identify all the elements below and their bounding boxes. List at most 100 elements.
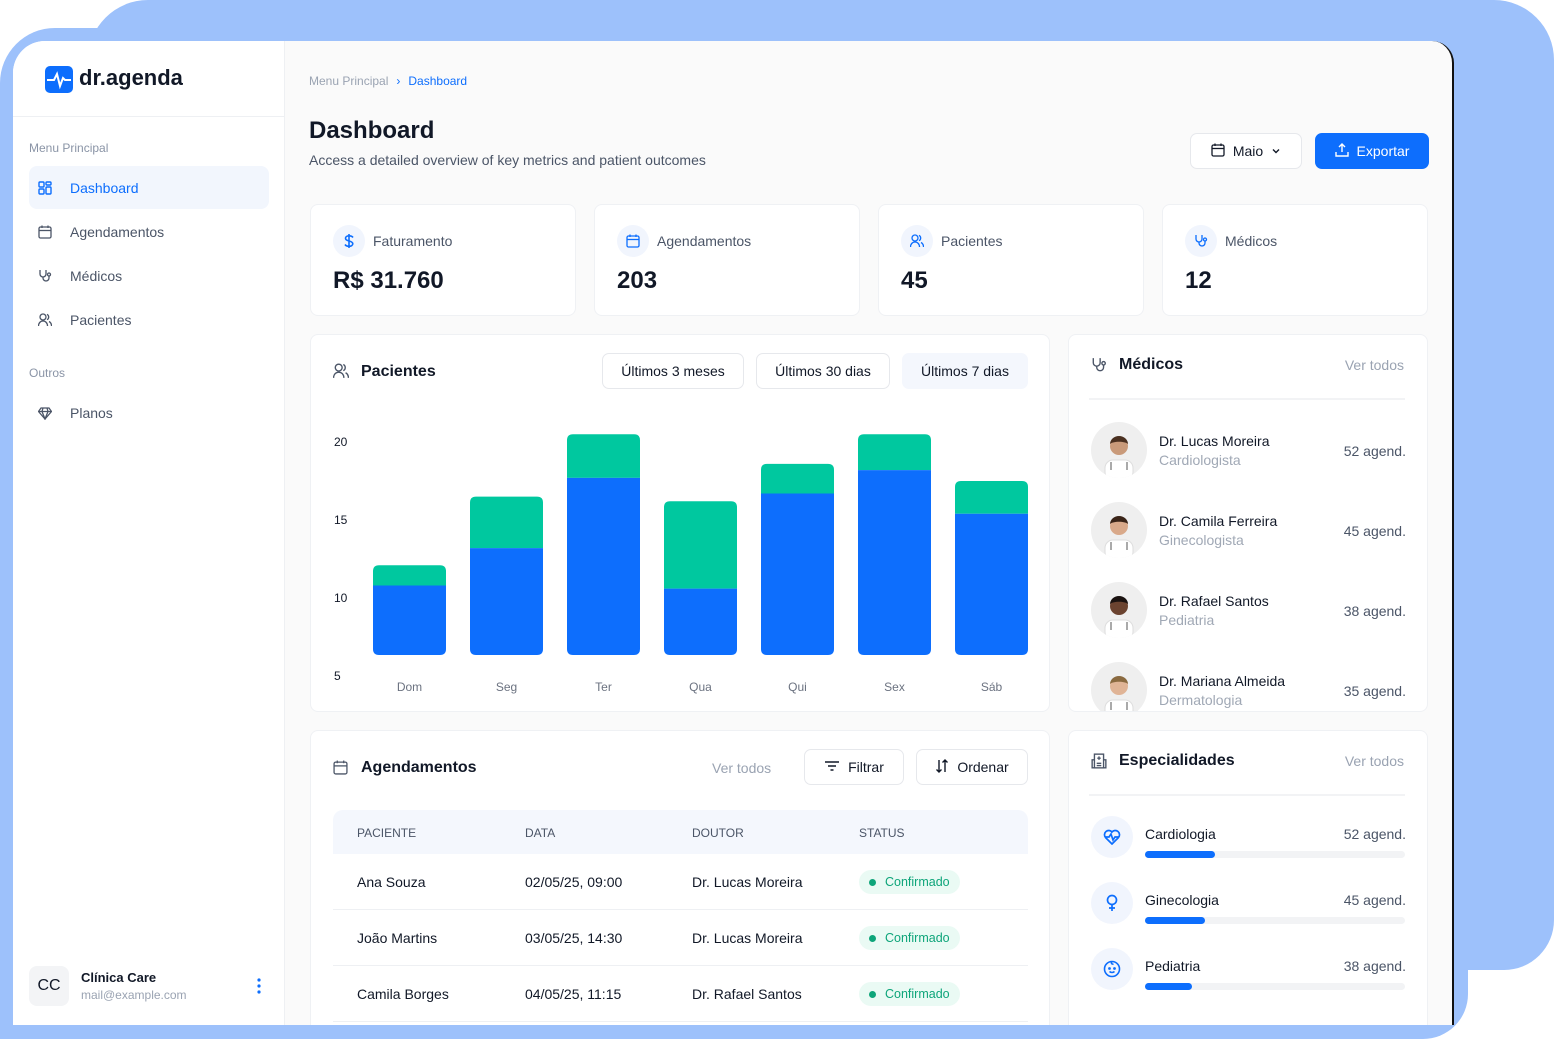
sidebar-item-planos[interactable]: Planos (29, 391, 269, 434)
doctor-name: Dr. Camila Ferreira (1159, 513, 1278, 529)
specialty-name: Cardiologia (1145, 826, 1216, 842)
doctor-list-item[interactable]: Dr. Mariana Almeida Dermatologia 35 agen… (1069, 656, 1427, 711)
bar-segment-primary[interactable] (470, 548, 543, 655)
doctor-list-item[interactable]: Dr. Camila Ferreira Ginecologista 45 age… (1069, 496, 1427, 576)
dollar-icon (333, 225, 365, 257)
divider (1089, 794, 1405, 796)
bar-segment-primary[interactable] (955, 513, 1028, 655)
specialty-progress-bar (1145, 917, 1405, 924)
month-select[interactable]: Maio (1190, 133, 1302, 169)
bar-segment-secondary[interactable] (373, 565, 446, 586)
range-30-days-button[interactable]: Últimos 30 dias (756, 353, 890, 389)
more-menu-icon[interactable] (255, 977, 263, 1000)
table-cell: 03/05/25, 14:30 (525, 930, 623, 946)
table-row[interactable] (333, 966, 1028, 1022)
sidebar-item-agendamentos[interactable]: Agendamentos (29, 210, 269, 253)
specialty-item[interactable]: Pediatria 38 agend. (1069, 948, 1429, 1008)
stat-value: 203 (617, 267, 658, 294)
bar-segment-primary[interactable] (858, 470, 931, 655)
baby-icon (1091, 948, 1133, 990)
x-tick-label: Seg (496, 680, 517, 694)
section-label-other: Outros (29, 366, 66, 380)
stat-card-agendamentos: Agendamentos 203 (594, 204, 860, 316)
sidebar-item-pacientes[interactable]: Pacientes (29, 298, 269, 341)
status-dot-icon (869, 990, 876, 998)
bar-segment-secondary[interactable] (567, 434, 640, 478)
appointments-view-all-link[interactable]: Ver todos (712, 760, 772, 776)
range-3-months-button[interactable]: Últimos 3 meses (602, 353, 744, 389)
bar-segment-primary[interactable] (373, 585, 446, 655)
doctor-avatar (1091, 502, 1147, 558)
sidebar-item-label: Médicos (70, 267, 123, 284)
sidebar-item-medicos[interactable]: Médicos (29, 254, 269, 297)
stat-label: Faturamento (373, 233, 453, 249)
hospital-icon (1091, 753, 1107, 774)
doctors-view-all-link[interactable]: Ver todos (1344, 357, 1404, 373)
avatar: CC (29, 966, 69, 1006)
column-header-data[interactable]: DATA (525, 826, 556, 840)
progress-fill (1145, 851, 1216, 858)
column-header-status[interactable]: STATUS (859, 826, 905, 840)
specialty-item[interactable]: Cardiologia 52 agend. (1069, 816, 1429, 876)
bar-segment-primary[interactable] (664, 588, 737, 655)
calendar-icon (617, 225, 649, 257)
diamond-icon (38, 406, 52, 420)
bar-segment-secondary[interactable] (470, 496, 543, 549)
y-tick-label: 15 (334, 513, 348, 527)
sort-icon (935, 758, 949, 776)
user-email: mail@example.com (81, 988, 187, 1002)
stethoscope-icon (1091, 357, 1107, 378)
sort-button[interactable]: Ordenar (916, 749, 1028, 785)
progress-fill (1145, 917, 1205, 924)
table-row[interactable] (333, 910, 1028, 966)
grid-icon (38, 180, 52, 195)
stat-label: Pacientes (941, 233, 1003, 249)
sidebar-item-label: Planos (70, 404, 113, 421)
column-header-paciente[interactable]: PACIENTE (357, 826, 417, 840)
sidebar-item-dashboard[interactable]: Dashboard (29, 166, 269, 209)
bar-segment-secondary[interactable] (955, 481, 1028, 514)
range-7-days-button[interactable]: Últimos 7 dias (902, 353, 1028, 389)
y-tick-label: 5 (334, 669, 341, 683)
bar-segment-secondary[interactable] (761, 463, 834, 494)
bar-segment-secondary[interactable] (664, 501, 737, 589)
breadcrumb-parent[interactable]: Menu Principal (309, 74, 389, 88)
logo-text: dr.agenda (79, 65, 183, 90)
specialty-progress-bar (1145, 983, 1405, 990)
specialty-name: Pediatria (1145, 958, 1201, 974)
users-icon (332, 363, 350, 384)
doctor-specialty: Cardiologista (1159, 452, 1241, 468)
specialties-card: Especialidades Ver todos Cardiologia 52 … (1068, 730, 1428, 1025)
sort-label: Ordenar (957, 759, 1009, 775)
doctor-specialty: Ginecologista (1159, 532, 1244, 548)
stat-value: R$ 31.760 (333, 267, 444, 294)
bar-segment-secondary[interactable] (858, 434, 931, 471)
specialty-item[interactable]: Ginecologia 45 agend. (1069, 882, 1429, 942)
table-header (333, 810, 1028, 854)
bar-segment-primary[interactable] (761, 493, 834, 655)
divider (1089, 398, 1405, 400)
x-tick-label: Sex (884, 680, 905, 694)
status-dot-icon (869, 934, 876, 942)
bar-segment-primary[interactable] (567, 477, 640, 655)
filter-button[interactable]: Filtrar (804, 749, 904, 785)
stethoscope-icon (1185, 225, 1217, 257)
stat-card-pacientes: Pacientes 45 (878, 204, 1144, 316)
stat-value: 45 (901, 267, 928, 294)
doctor-list-item[interactable]: Dr. Lucas Moreira Cardiologista 52 agend… (1069, 416, 1427, 496)
table-row[interactable] (333, 854, 1028, 910)
table-cell: Ana Souza (357, 874, 426, 890)
doctor-name: Dr. Mariana Almeida (1159, 673, 1286, 689)
doctor-list-item[interactable]: Dr. Rafael Santos Pediatria 38 agend. (1069, 576, 1427, 656)
heart-pulse-icon (1091, 816, 1133, 858)
chart-title: Pacientes (361, 363, 436, 380)
calendar-icon (333, 760, 348, 780)
table-cell: 04/05/25, 11:15 (525, 986, 622, 1002)
specialties-view-all-link[interactable]: Ver todos (1344, 753, 1404, 769)
doctor-name: Dr. Rafael Santos (1159, 593, 1269, 609)
status-dot-icon (869, 878, 876, 886)
column-header-doutor[interactable]: DOUTOR (692, 826, 744, 840)
calendar-icon (38, 225, 52, 239)
patients-bar-chart: 20 15 10 5 Dom Seg Ter Qua Qui Sex Sáb (334, 434, 1028, 694)
export-button[interactable]: Exportar (1315, 133, 1429, 169)
